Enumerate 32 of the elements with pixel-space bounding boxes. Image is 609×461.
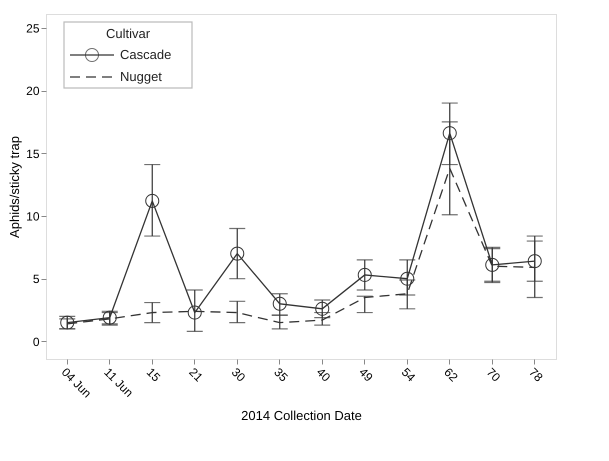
point xyxy=(442,126,457,140)
y-tick-label: 10 xyxy=(26,209,40,224)
x-axis-title: 2014 Collection Date xyxy=(241,408,362,423)
y-tick-label: 15 xyxy=(26,146,40,161)
x-tick-label: 54 xyxy=(398,365,418,385)
x-tick-label: 35 xyxy=(271,365,291,385)
point xyxy=(528,254,542,268)
point xyxy=(145,194,160,208)
x-tick-label: 78 xyxy=(526,365,546,385)
y-tick-label: 25 xyxy=(26,21,40,36)
point xyxy=(188,306,202,320)
y-tick-label: 20 xyxy=(26,84,40,98)
x-tick-label: 21 xyxy=(186,365,206,385)
x-tick-label: 04 Jun xyxy=(58,365,94,400)
point xyxy=(230,246,244,261)
y-tick-label: 5 xyxy=(32,272,40,286)
point xyxy=(272,296,287,311)
x-tick-label: 30 xyxy=(228,365,248,385)
x-tick-label: 49 xyxy=(356,365,376,385)
x-tick-label: 40 xyxy=(314,365,334,385)
y-axis-title: Aphids/sticky trap xyxy=(7,136,22,238)
x-tick-label: 15 xyxy=(144,365,164,385)
legend-title: Cultivar xyxy=(106,26,151,41)
legend-label: Nugget xyxy=(120,69,162,84)
point xyxy=(400,272,414,286)
x-tick-label: 11 Jun xyxy=(101,365,136,400)
y-tick-label: 0 xyxy=(32,334,40,349)
legend-label: Cascade xyxy=(120,47,172,62)
point xyxy=(358,268,372,282)
x-tick-label: 70 xyxy=(484,365,504,385)
point xyxy=(485,258,500,272)
x-tick-label: 62 xyxy=(441,365,461,385)
